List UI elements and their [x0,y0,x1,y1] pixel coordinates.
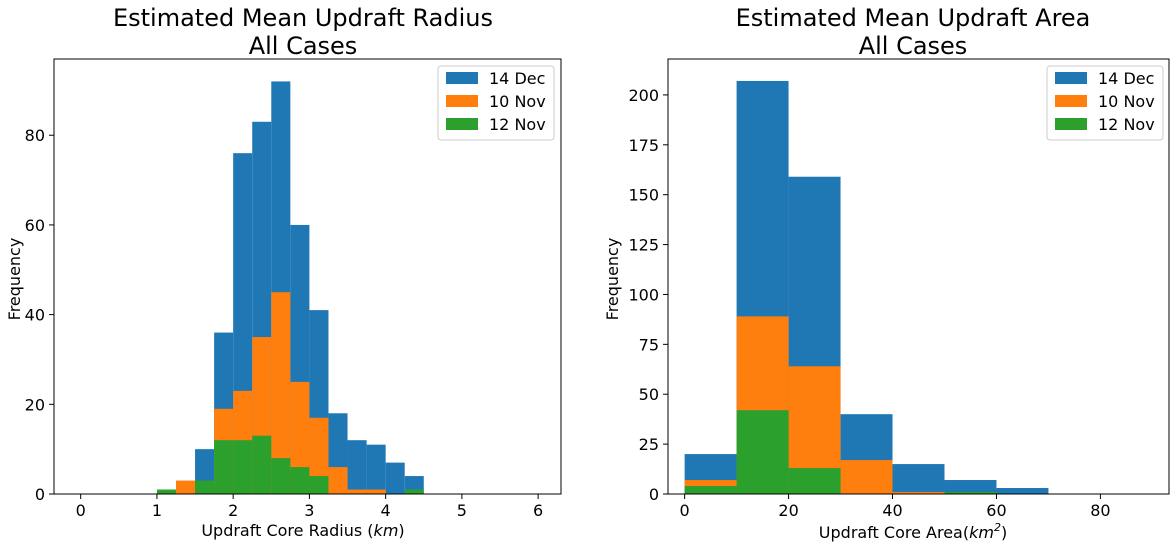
legend-swatch-12-nov [446,118,478,130]
bar-14-dec-11 [404,476,424,494]
y-tick-label: 0 [649,485,659,504]
bar-10-nov-8 [347,489,367,494]
plot-frame [667,58,1170,495]
legend-label-10-nov: 10 Nov [489,92,546,111]
y-tick-label: 60 [25,216,45,235]
y-tick-label: 0 [35,485,45,504]
bar-14-dec-4 [892,464,945,494]
bar-12-nov-2 [788,468,841,494]
bar-12-nov-5 [271,458,291,494]
radius-histogram: Estimated Mean Updraft Radius All Cases … [5,4,562,540]
bar-10-nov-7 [328,467,348,494]
bar-10-nov-6 [309,417,329,494]
y-tick-label: 20 [25,395,45,414]
bar-10-nov-3 [840,460,893,494]
x-tick-label: 1 [152,501,162,520]
bar-12-nov-3 [233,440,253,494]
x-tick-label: 4 [381,501,391,520]
x-axis-label: Updraft Core Radius (km) [201,521,404,540]
bar-14-dec-10 [385,462,405,494]
bar-12-nov-6 [290,467,310,494]
legend-label-14-dec: 14 Dec [1098,69,1154,88]
x-tick-label: 80 [1090,501,1110,520]
x-tick-label: 20 [778,501,798,520]
y-tick-label: 50 [639,385,659,404]
x-tick-label: 6 [533,501,543,520]
x-tick-label: 40 [882,501,902,520]
x-axis-ticks: 0 1 2 3 4 5 6 [76,494,543,520]
y-tick-label: 25 [639,435,659,454]
y-tick-label: 125 [628,236,659,255]
bar-14-dec-9 [366,444,386,494]
y-axis-label: Frequency [5,238,24,321]
bar-10-nov-4 [892,492,945,494]
y-axis-label: Frequency [603,238,622,321]
y-tick-label: 150 [628,186,659,205]
x-tick-label: 3 [304,501,314,520]
chart-title-line2: All Cases [249,32,358,60]
y-axis-ticks: 0 25 50 75 100 125 150 175 200 [628,86,668,504]
bar-12-nov-8 [404,489,424,494]
legend-swatch-10-nov [446,95,478,107]
legend-swatch-14-dec [1055,72,1087,84]
legend-label-14-dec: 14 Dec [489,69,545,88]
y-tick-label: 40 [25,306,45,325]
bar-14-dec-5 [944,480,997,494]
legend-swatch-10-nov [1055,95,1087,107]
legend-swatch-12-nov [1055,118,1087,130]
chart-title-line1: Estimated Mean Updraft Radius [113,4,493,32]
legend: 14 Dec 10 Nov 12 Nov [437,65,555,141]
legend: 14 Dec 10 Nov 12 Nov [1046,65,1164,141]
bar-12-nov-1 [736,410,789,494]
chart-title-line1: Estimated Mean Updraft Area [736,4,1091,32]
bar-10-nov-5 [290,381,310,494]
bar-10-nov-9 [366,489,386,494]
x-axis-ticks: 0 20 40 60 80 [680,494,1111,520]
x-tick-label: 60 [986,501,1006,520]
bar-10-nov-4 [271,292,291,494]
legend-label-10-nov: 10 Nov [1098,92,1155,111]
area-histogram: Estimated Mean Updraft Area All Cases 0 2… [603,4,1170,542]
legend-label-12-nov: 12 Nov [1098,115,1155,134]
y-tick-label: 80 [25,126,45,145]
bar-12-nov-7 [309,476,329,494]
bar-12-nov-3 [944,492,997,494]
bar-10-nov-0 [175,480,196,494]
bar-14-dec-8 [347,440,367,494]
bar-12-nov-2 [214,440,234,494]
plot-frame [53,58,562,495]
bars [156,81,424,495]
bars [684,80,1049,495]
bar-12-nov-1 [195,480,215,494]
bar-12-nov-0 [156,489,176,494]
y-tick-label: 200 [628,86,659,105]
chart-title-line2: All Cases [859,32,968,60]
legend-swatch-14-dec [446,72,478,84]
y-tick-label: 175 [628,136,659,155]
x-tick-label: 0 [680,501,690,520]
bar-12-nov-0 [684,486,737,494]
x-tick-label: 5 [457,501,467,520]
y-tick-label: 75 [639,335,659,354]
y-tick-label: 100 [628,285,659,304]
bar-12-nov-4 [252,435,272,494]
y-axis-ticks: 0 20 40 60 80 [25,126,54,504]
legend-label-12-nov: 12 Nov [489,115,546,134]
bar-14-dec-6 [996,488,1049,494]
x-tick-label: 2 [228,501,238,520]
x-tick-label: 0 [76,501,86,520]
x-axis-label: Updraft Core Area(km2) [819,521,1007,542]
